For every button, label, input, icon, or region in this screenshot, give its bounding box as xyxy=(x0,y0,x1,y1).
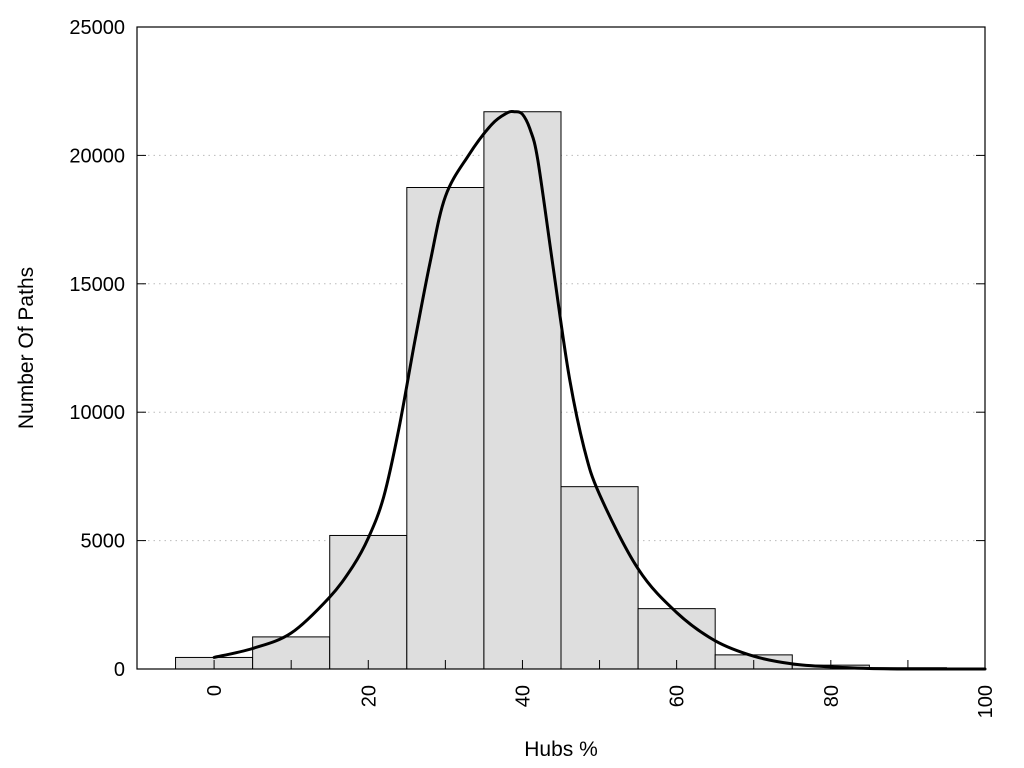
fit-curve xyxy=(212,109,987,671)
x-tick-label-40: 40 xyxy=(512,685,534,707)
y-tick-label-10000: 10000 xyxy=(69,402,125,424)
x-tick-label-20: 20 xyxy=(358,685,380,707)
bar-30 xyxy=(406,187,485,670)
axis-ticks: 0 5000 10000 15000 20000 25000 0 20 40 60 80 100 xyxy=(69,17,997,718)
y-tick-label-5000: 5000 xyxy=(81,531,126,553)
bars xyxy=(175,111,947,670)
bar-50 xyxy=(560,486,639,670)
y-tick-label-20000: 20000 xyxy=(69,145,125,167)
plot-frame xyxy=(136,26,986,670)
bar-20 xyxy=(329,534,408,670)
fit-curve-line xyxy=(212,109,987,671)
y-tick-label-0: 0 xyxy=(114,659,125,681)
x-tick-label-100: 100 xyxy=(975,685,997,718)
y-axis-label: Number Of Paths xyxy=(15,267,38,429)
x-tick-label-80: 80 xyxy=(821,685,843,707)
x-axis-label: Hubs % xyxy=(524,738,598,761)
y-tick-label-15000: 15000 xyxy=(69,274,125,296)
y-tick-label-25000: 25000 xyxy=(69,17,125,39)
bar-40 xyxy=(483,111,562,670)
bar-60 xyxy=(637,608,716,670)
x-tick-label-0: 0 xyxy=(204,685,226,696)
x-tick-label-60: 60 xyxy=(667,685,689,707)
